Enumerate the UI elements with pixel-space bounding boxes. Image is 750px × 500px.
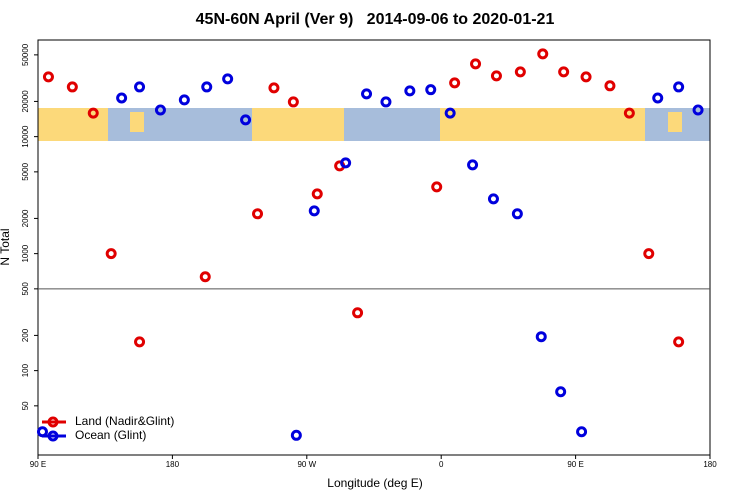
data-point — [66, 81, 78, 93]
data-point — [199, 271, 211, 283]
land-band — [130, 112, 144, 132]
x-tick-label: 0 — [439, 460, 444, 469]
legend-marker — [47, 416, 59, 428]
data-point — [201, 81, 213, 93]
data-point — [352, 307, 364, 319]
data-point — [490, 70, 502, 82]
data-point — [487, 193, 499, 205]
data-point — [287, 96, 299, 108]
data-point — [467, 159, 479, 171]
data-point — [652, 92, 664, 104]
data-point — [268, 82, 280, 94]
data-point — [558, 66, 570, 78]
y-tick-label: 100 — [21, 363, 30, 377]
legend-marker — [47, 430, 59, 442]
data-point — [311, 188, 323, 200]
y-tick-label: 1000 — [21, 244, 30, 262]
data-point — [673, 81, 685, 93]
y-tick-label: 50 — [21, 401, 30, 410]
data-point — [692, 104, 704, 116]
data-point — [555, 386, 567, 398]
data-point — [361, 88, 373, 100]
x-axis-label: Longitude (deg E) — [327, 476, 422, 490]
data-point — [580, 71, 592, 83]
x-tick-label: 90 E — [30, 460, 46, 469]
plot-frame — [37, 39, 711, 456]
legend-label: Land (Nadir&Glint) — [75, 414, 174, 428]
data-point — [105, 248, 117, 260]
y-tick-label: 2000 — [21, 209, 30, 227]
data-point — [514, 66, 526, 78]
data-point — [576, 426, 588, 438]
data-point — [431, 181, 443, 193]
y-tick-label: 5000 — [21, 162, 30, 180]
data-point — [404, 85, 416, 97]
y-tick-label: 500 — [21, 282, 30, 296]
data-point — [380, 96, 392, 108]
data-point — [134, 81, 146, 93]
data-point — [240, 114, 252, 126]
land-band — [252, 108, 344, 141]
y-axis-label: N Total — [0, 228, 12, 265]
data-point — [134, 336, 146, 348]
data-point — [444, 107, 456, 119]
data-point — [308, 205, 320, 217]
data-point — [673, 336, 685, 348]
x-tick-label: 90 W — [297, 460, 316, 469]
data-point — [449, 77, 461, 89]
data-point — [290, 429, 302, 441]
x-tick-label: 180 — [166, 460, 180, 469]
y-tick-label: 200 — [21, 328, 30, 342]
data-point — [643, 248, 655, 260]
y-tick-label: 10000 — [21, 125, 30, 148]
chart-title: 45N-60N April (Ver 9) 2014-09-06 to 2020… — [196, 11, 555, 28]
data-point — [537, 48, 549, 60]
data-point — [470, 58, 482, 70]
land-band — [440, 108, 645, 141]
x-tick-label: 90 E — [567, 460, 583, 469]
legend-label: Ocean (Glint) — [75, 428, 146, 442]
data-point — [87, 107, 99, 119]
y-tick-label: 50000 — [21, 43, 30, 66]
data-point — [535, 331, 547, 343]
data-point — [116, 92, 128, 104]
land-band — [668, 112, 682, 132]
data-point — [252, 208, 264, 220]
y-tick-label: 20000 — [21, 90, 30, 113]
data-point — [425, 84, 437, 96]
x-tick-label: 180 — [703, 460, 717, 469]
data-point — [42, 71, 54, 83]
data-point — [154, 104, 166, 116]
data-point — [623, 107, 635, 119]
data-point — [178, 94, 190, 106]
map-band — [38, 108, 710, 141]
data-point — [511, 208, 523, 220]
data-point — [222, 73, 234, 85]
data-point — [340, 157, 352, 169]
data-point — [604, 80, 616, 92]
